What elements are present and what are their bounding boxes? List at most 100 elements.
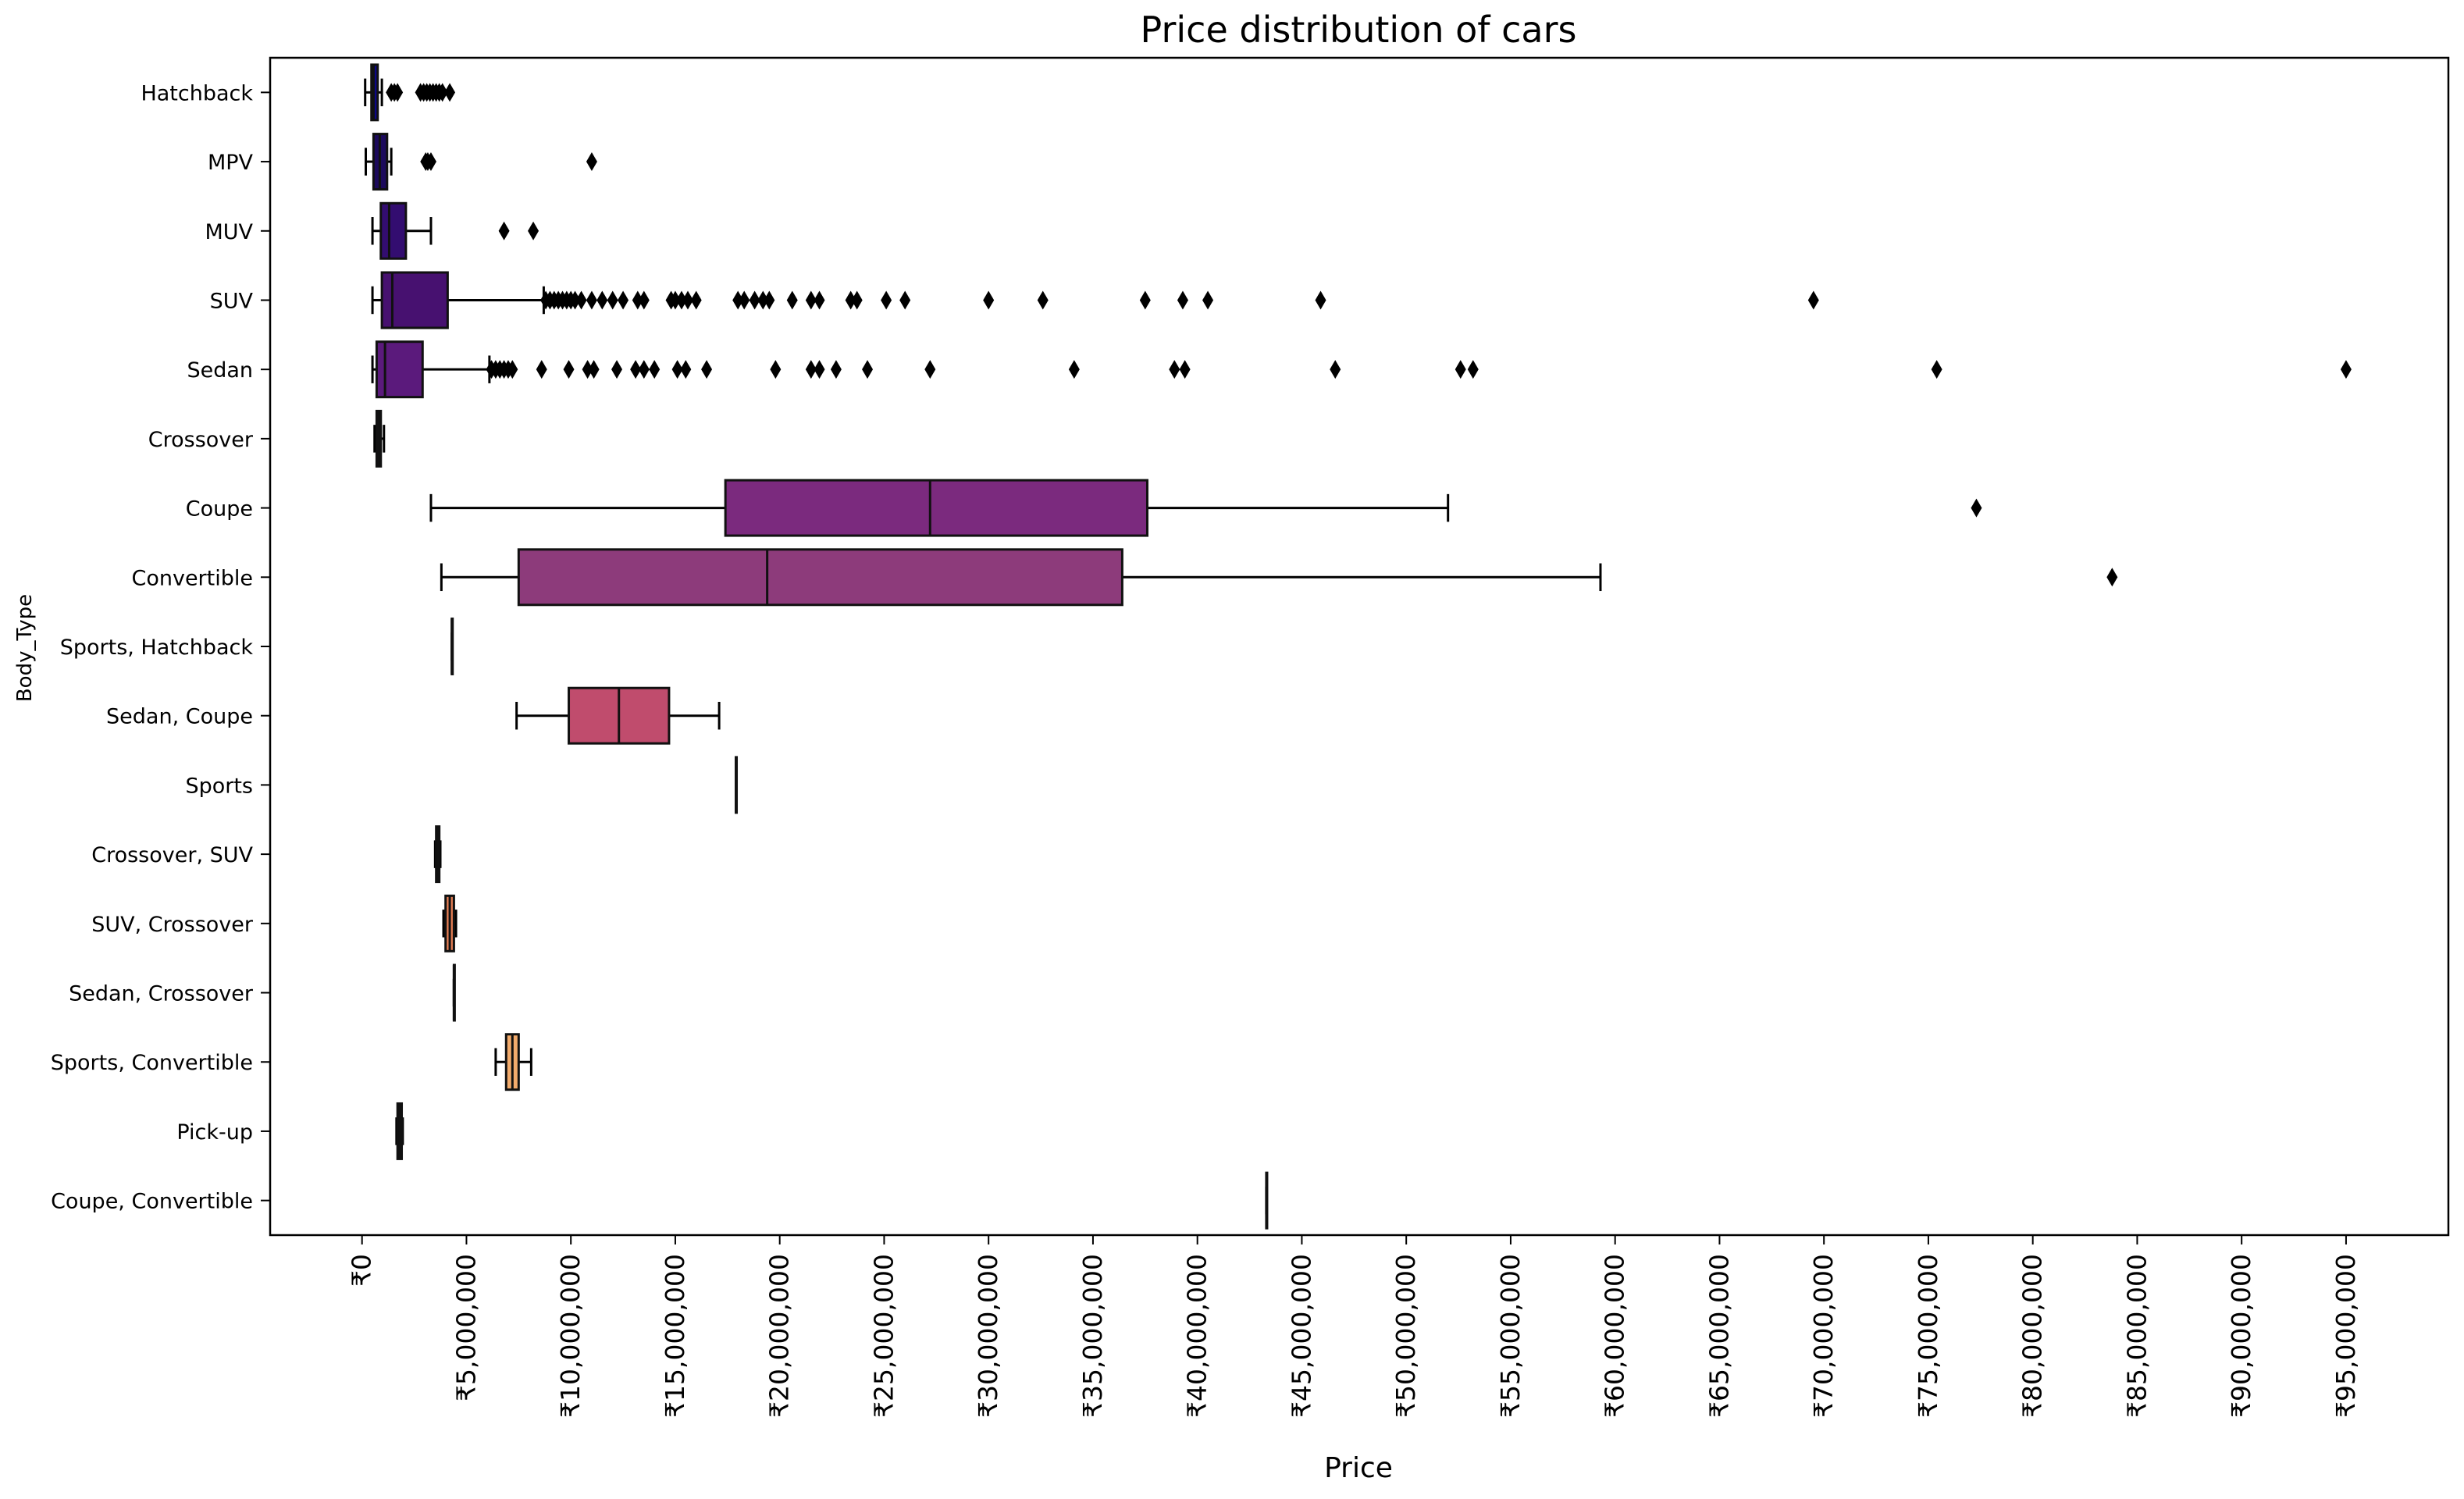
box-group: [395, 1102, 404, 1160]
box-group: [440, 548, 2118, 607]
outlier-point: [582, 360, 593, 379]
outlier-point: [1467, 360, 1479, 379]
outlier-point: [739, 290, 750, 310]
box-group: [433, 825, 442, 884]
outlier-point: [770, 360, 782, 379]
y-axis: Hatchback MPV MUV SUV Sedan Crossover Coupe Con…: [51, 81, 270, 1214]
y-tick-label: SUV: [210, 289, 254, 313]
outlier-point: [536, 360, 547, 379]
outlier-point: [649, 360, 661, 379]
y-tick-label: MUV: [205, 220, 253, 244]
box-group: [1265, 1171, 1269, 1230]
outlier-point: [786, 290, 798, 310]
box-group: [515, 686, 721, 745]
outlier-point: [1037, 290, 1049, 310]
outlier-point: [1931, 360, 1942, 379]
box-group: [371, 340, 2352, 399]
x-tick-label: ₹80,000,000: [2017, 1254, 2048, 1418]
x-tick-label: ₹95,000,000: [2330, 1254, 2361, 1418]
outlier-point: [899, 290, 911, 310]
outlier-point: [607, 290, 618, 310]
outlier-point: [862, 360, 874, 379]
box-group: [373, 409, 386, 468]
x-tick-label: ₹55,000,000: [1495, 1254, 1526, 1418]
outlier-point: [1139, 290, 1151, 310]
outlier-point: [618, 290, 629, 310]
x-tick-label: ₹5,000,000: [450, 1254, 481, 1401]
outlier-point: [2340, 360, 2352, 379]
outlier-point: [1807, 290, 1819, 310]
outlier-point: [1177, 290, 1188, 310]
outlier-point: [805, 360, 817, 379]
outlier-point: [507, 360, 518, 379]
box-group: [371, 271, 1819, 329]
outlier-point: [983, 290, 995, 310]
outlier-point: [845, 290, 856, 310]
outlier-point: [632, 290, 643, 310]
y-tick-label: Sedan: [187, 358, 253, 383]
y-tick-label: Hatchback: [141, 81, 253, 105]
outlier-point: [528, 221, 539, 240]
outlier-point: [1455, 360, 1466, 379]
box-group: [494, 1033, 532, 1091]
outlier-point: [596, 290, 608, 310]
outlier-point: [436, 83, 448, 102]
x-tick-label: ₹25,000,000: [868, 1254, 899, 1418]
box: [375, 340, 424, 399]
outlier-point: [671, 360, 683, 379]
y-tick-label: Coupe, Convertible: [51, 1190, 253, 1214]
y-tick-label: Crossover, SUV: [91, 843, 253, 867]
outlier-point: [690, 290, 702, 310]
outlier-point: [680, 360, 692, 379]
outlier-point: [682, 290, 693, 310]
x-tick-label: ₹65,000,000: [1704, 1254, 1734, 1418]
y-tick-label: Coupe: [186, 497, 253, 522]
y-tick-label: Sports, Hatchback: [60, 636, 254, 660]
x-tick-label: ₹35,000,000: [1077, 1254, 1108, 1418]
x-axis-label: Price: [1324, 1452, 1393, 1484]
x-tick-label: ₹70,000,000: [1808, 1254, 1839, 1418]
outlier-point: [675, 290, 687, 310]
y-tick-label: Convertible: [131, 566, 253, 590]
x-tick-label: ₹60,000,000: [1600, 1254, 1630, 1418]
y-tick-label: Sedan, Crossover: [69, 982, 254, 1006]
outlier-point: [749, 290, 760, 310]
y-tick-label: Pick-up: [176, 1120, 253, 1145]
box-group: [364, 63, 456, 122]
outlier-point: [563, 360, 575, 379]
x-tick-label: ₹75,000,000: [1913, 1254, 1943, 1418]
outlier-point: [611, 360, 623, 379]
outlier-point: [575, 290, 587, 310]
outlier-point: [1202, 290, 1214, 310]
outlier-point: [444, 83, 456, 102]
outlier-point: [498, 221, 510, 240]
outlier-point: [814, 290, 825, 310]
outlier-point: [586, 290, 597, 310]
outlier-point: [392, 83, 404, 102]
outlier-point: [1330, 360, 1341, 379]
outlier-point: [851, 290, 863, 310]
y-tick-label: Sedan, Coupe: [106, 705, 253, 729]
outlier-point: [701, 360, 713, 379]
outlier-point: [924, 360, 936, 379]
box-group: [371, 201, 539, 260]
x-tick-label: ₹50,000,000: [1390, 1254, 1421, 1418]
outlier-point: [1169, 360, 1180, 379]
outlier-point: [638, 360, 650, 379]
plot-area: [364, 63, 2352, 1230]
outlier-point: [1179, 360, 1191, 379]
box-group: [429, 479, 1982, 537]
box: [724, 479, 1148, 537]
x-axis: ₹0 ₹5,000,000 ₹10,000,000 ₹15,000,000 ₹20,00…: [347, 1235, 2361, 1418]
y-tick-label: MPV: [208, 151, 254, 175]
outlier-point: [630, 360, 642, 379]
chart-title: Price distribution of cars: [1141, 9, 1577, 51]
outlier-point: [569, 290, 581, 310]
outlier-point: [805, 290, 817, 310]
outlier-point: [2106, 568, 2118, 587]
outlier-point: [814, 360, 825, 379]
outlier-point: [638, 290, 650, 310]
outlier-point: [757, 290, 769, 310]
